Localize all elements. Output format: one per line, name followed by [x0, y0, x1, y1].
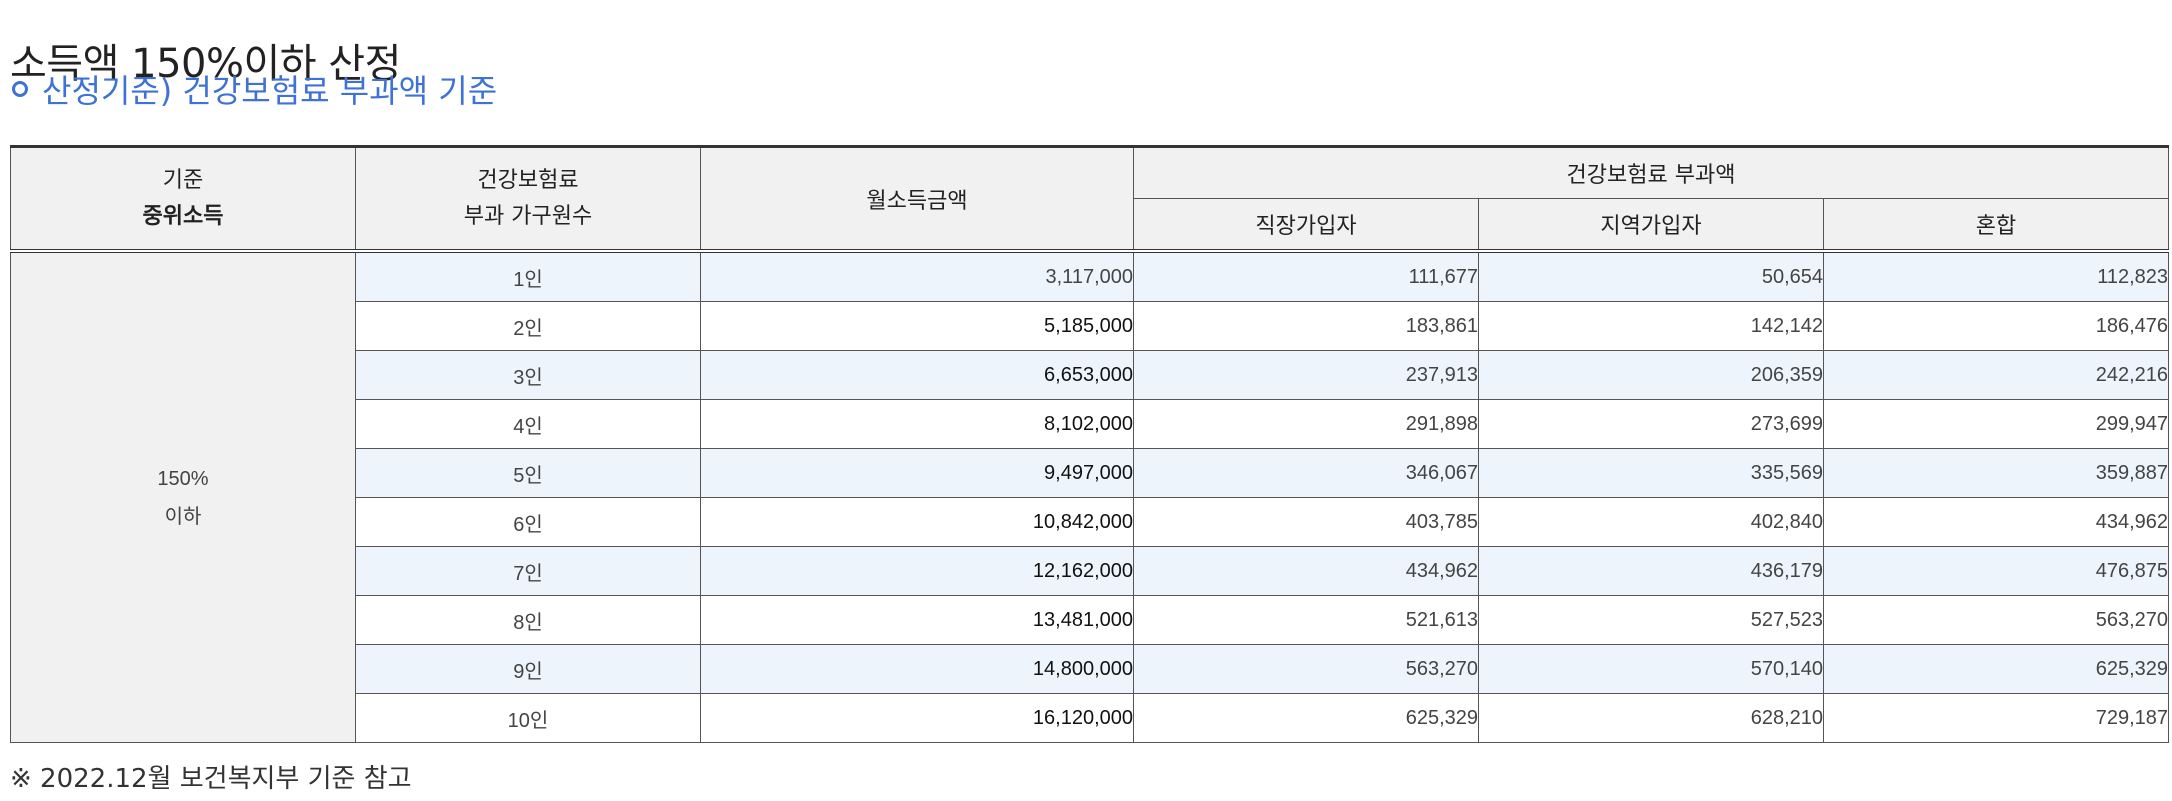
employee-premium-cell: 563,270	[1133, 644, 1479, 694]
mixed-premium-cell: 359,887	[1823, 448, 2169, 498]
standard-value-line1: 150%	[157, 467, 209, 490]
mixed-premium-cell: 476,875	[1823, 546, 2169, 596]
regional-premium-cell: 273,699	[1478, 399, 1824, 449]
monthly-income-cell: 3,117,000	[700, 250, 1134, 302]
regional-premium-cell: 570,140	[1478, 644, 1824, 694]
regional-premium-cell: 50,654	[1478, 250, 1824, 302]
standard-value-line2: 이하	[164, 505, 202, 528]
table-row: 5인 9,497,000 346,067 335,569 359,887	[11, 448, 2169, 498]
regional-premium-cell: 527,523	[1478, 595, 1824, 645]
employee-premium-cell: 521,613	[1133, 595, 1479, 645]
mixed-premium-cell: 625,329	[1823, 644, 2169, 694]
monthly-income-cell: 10,842,000	[700, 497, 1134, 547]
household-count-cell: 1인	[355, 250, 701, 302]
table-row: 4인 8,102,000 291,898 273,699 299,947	[11, 399, 2169, 449]
employee-premium-cell: 403,785	[1133, 497, 1479, 547]
household-count-cell: 7인	[355, 546, 701, 596]
monthly-income-cell: 14,800,000	[700, 644, 1134, 694]
header-premium-group: 건강보험료 부과액	[1133, 146, 2169, 199]
household-count-cell: 6인	[355, 497, 701, 547]
mixed-premium-cell: 729,187	[1823, 693, 2169, 743]
monthly-income-cell: 8,102,000	[700, 399, 1134, 449]
header-regional: 지역가입자	[1478, 198, 1824, 253]
table-row: 9인 14,800,000 563,270 570,140 625,329	[11, 644, 2169, 694]
table-body: 150% 이하 1인 3,117,000 111,677 50,654 112,823 2인 5…	[10, 250, 2169, 743]
table-row: 3인 6,653,000 237,913 206,359 242,216	[11, 350, 2169, 400]
monthly-income-cell: 12,162,000	[700, 546, 1134, 596]
regional-premium-cell: 436,179	[1478, 546, 1824, 596]
mixed-premium-cell: 242,216	[1823, 350, 2169, 400]
regional-premium-cell: 142,142	[1478, 301, 1824, 351]
subtitle-text: 산정기준) 건강보험료 부과액 기준	[42, 72, 498, 110]
mixed-premium-cell: 112,823	[1823, 250, 2169, 302]
header-household: 건강보험료 부과 가구원수	[355, 146, 701, 253]
employee-premium-cell: 625,329	[1133, 693, 1479, 743]
employee-premium-cell: 434,962	[1133, 546, 1479, 596]
household-count-cell: 5인	[355, 448, 701, 498]
mixed-premium-cell: 186,476	[1823, 301, 2169, 351]
header-monthly-income: 월소득금액	[700, 146, 1134, 253]
page-title: 소득액 150%이하 산정	[10, 40, 401, 87]
regional-premium-cell: 206,359	[1478, 350, 1824, 400]
household-count-cell: 2인	[355, 301, 701, 351]
household-count-cell: 3인	[355, 350, 701, 400]
table-header: 기준 중위소득 건강보험료 부과 가구원수 월소득금액 건강보험료 부과액 직장…	[10, 146, 2169, 253]
table-row: 8인 13,481,000 521,613 527,523 563,270	[11, 595, 2169, 645]
monthly-income-cell: 5,185,000	[700, 301, 1134, 351]
monthly-income-cell: 16,120,000	[700, 693, 1134, 743]
monthly-income-cell: 6,653,000	[700, 350, 1134, 400]
table-row: 2인 5,185,000 183,861 142,142 186,476	[11, 301, 2169, 351]
table-row: 150% 이하 1인 3,117,000 111,677 50,654 112,823	[10, 250, 2169, 743]
footnote: ※ 2022.12월 보건복지부 기준 참고	[10, 764, 412, 794]
header-standard: 기준 중위소득	[10, 146, 356, 253]
regional-premium-cell: 335,569	[1478, 448, 1824, 498]
standard-value-cell: 150% 이하	[10, 250, 356, 743]
header-standard-line2: 중위소득	[142, 203, 224, 229]
header-household-line2: 부과 가구원수	[463, 203, 593, 229]
mixed-premium-cell: 434,962	[1823, 497, 2169, 547]
regional-premium-cell: 402,840	[1478, 497, 1824, 547]
monthly-income-cell: 9,497,000	[700, 448, 1134, 498]
employee-premium-cell: 237,913	[1133, 350, 1479, 400]
table-row: 7인 12,162,000 434,962 436,179 476,875	[11, 546, 2169, 596]
mixed-premium-cell: 299,947	[1823, 399, 2169, 449]
income-table: 기준 중위소득 건강보험료 부과 가구원수 월소득금액 건강보험료 부과액 직장…	[10, 145, 2169, 743]
household-count-cell: 8인	[355, 595, 701, 645]
subtitle: 산정기준) 건강보험료 부과액 기준	[10, 66, 497, 112]
employee-premium-cell: 183,861	[1133, 301, 1479, 351]
regional-premium-cell: 628,210	[1478, 693, 1824, 743]
header-mixed: 혼합	[1823, 198, 2169, 253]
header-household-line1: 건강보험료	[477, 167, 579, 193]
mixed-premium-cell: 563,270	[1823, 595, 2169, 645]
household-count-cell: 4인	[355, 399, 701, 449]
household-count-cell: 10인	[355, 693, 701, 743]
employee-premium-cell: 346,067	[1133, 448, 1479, 498]
table-row: 10인 16,120,000 625,329 628,210 729,187	[11, 693, 2169, 743]
circle-bullet-icon	[12, 81, 28, 97]
employee-premium-cell: 291,898	[1133, 399, 1479, 449]
header-employee: 직장가입자	[1133, 198, 1479, 253]
monthly-income-cell: 13,481,000	[700, 595, 1134, 645]
household-count-cell: 9인	[355, 644, 701, 694]
employee-premium-cell: 111,677	[1133, 250, 1479, 302]
header-standard-line1: 기준	[162, 167, 204, 193]
